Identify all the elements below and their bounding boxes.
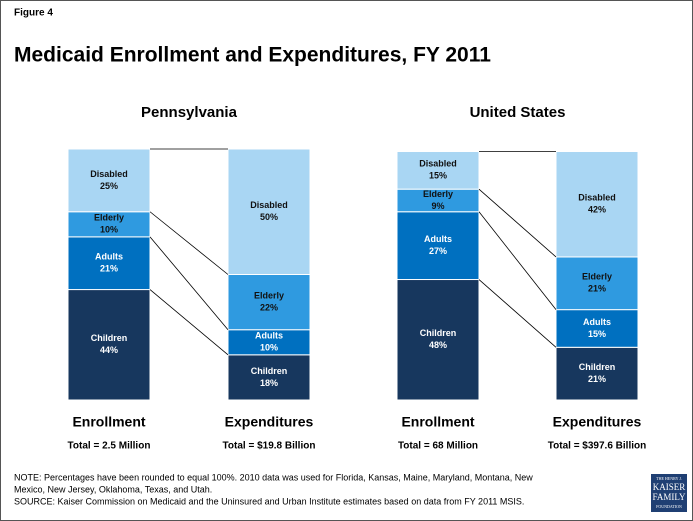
segment-name: Adults (95, 252, 123, 262)
segment-name: Adults (255, 331, 283, 341)
data-label: 10% (100, 225, 118, 235)
segment-name: Disabled (578, 193, 616, 203)
segment-name: Adults (583, 317, 611, 327)
data-label: 48% (429, 340, 447, 350)
bar-segment (396, 151, 480, 190)
data-label: 44% (100, 345, 118, 355)
category-total: Total = $397.6 Billion (548, 441, 646, 452)
segment-name: Disabled (419, 159, 457, 169)
connector-line (149, 289, 229, 356)
connector-line (149, 211, 229, 275)
logo-text: KAISER (653, 482, 686, 492)
data-label: 21% (588, 374, 606, 384)
data-label: 18% (260, 378, 278, 388)
data-label: 42% (588, 205, 606, 215)
data-label: 27% (429, 246, 447, 256)
segment-name: Elderly (423, 189, 453, 199)
x-tick-label: Expenditures (225, 414, 314, 430)
category-total: Total = $19.8 Billion (223, 441, 316, 452)
segment-name: Children (579, 362, 616, 372)
x-tick-label: Enrollment (401, 414, 474, 430)
bar-segment (227, 148, 311, 275)
data-label: 21% (100, 264, 118, 274)
bar-segment (396, 279, 480, 401)
data-label: 15% (429, 171, 447, 181)
segment-name: Elderly (254, 290, 284, 300)
segment-name: Disabled (90, 169, 128, 179)
x-tick-label: Enrollment (72, 414, 145, 430)
logo (651, 474, 687, 512)
bar-segment (227, 354, 311, 401)
segment-name: Children (251, 366, 288, 376)
segment-name: Elderly (582, 272, 612, 282)
title: Medicaid Enrollment and Expenditures, FY… (14, 44, 491, 67)
logo-text: THE HENRY J. (656, 476, 682, 481)
bar-segment (67, 236, 151, 291)
connector-line (478, 279, 557, 348)
logo-text: FAMILY (653, 492, 686, 502)
data-label: 25% (100, 181, 118, 191)
note-line: NOTE: Percentages have been rounded to e… (14, 472, 533, 482)
segment-name: Children (91, 333, 128, 343)
data-label: 10% (260, 343, 278, 353)
data-label: 15% (588, 329, 606, 339)
category-total: Total = 68 Million (398, 441, 478, 452)
x-tick-label: Expenditures (553, 414, 642, 430)
data-label: 9% (431, 201, 444, 211)
bar-segment (227, 274, 311, 331)
bar-segment (555, 346, 639, 401)
data-label: 22% (260, 302, 278, 312)
bar-segment (396, 211, 480, 281)
bar-segment (67, 211, 151, 238)
segment-name: Children (420, 328, 457, 338)
segment-name: Elderly (94, 213, 124, 223)
logo-text: FOUNDATION (656, 504, 682, 509)
category-total: Total = 2.5 Million (68, 441, 151, 452)
bar-segment (67, 148, 151, 213)
note-line: Mexico, New Jersey, Oklahoma, Texas, and… (14, 484, 212, 494)
connector-line (478, 188, 557, 258)
figure-label: Figure 4 (14, 8, 53, 19)
bar-segment (555, 151, 639, 258)
data-label: 50% (260, 212, 278, 222)
connector-line (149, 236, 229, 330)
chart-title: Pennsylvania (141, 104, 238, 121)
data-label: 21% (588, 284, 606, 294)
bar-segment (227, 329, 311, 356)
connector-line (478, 211, 557, 310)
chart-title: United States (470, 104, 566, 121)
segment-name: Disabled (250, 200, 288, 210)
segment-name: Adults (424, 234, 452, 244)
source: SOURCE: Kaiser Commission on Medicaid an… (14, 496, 524, 506)
